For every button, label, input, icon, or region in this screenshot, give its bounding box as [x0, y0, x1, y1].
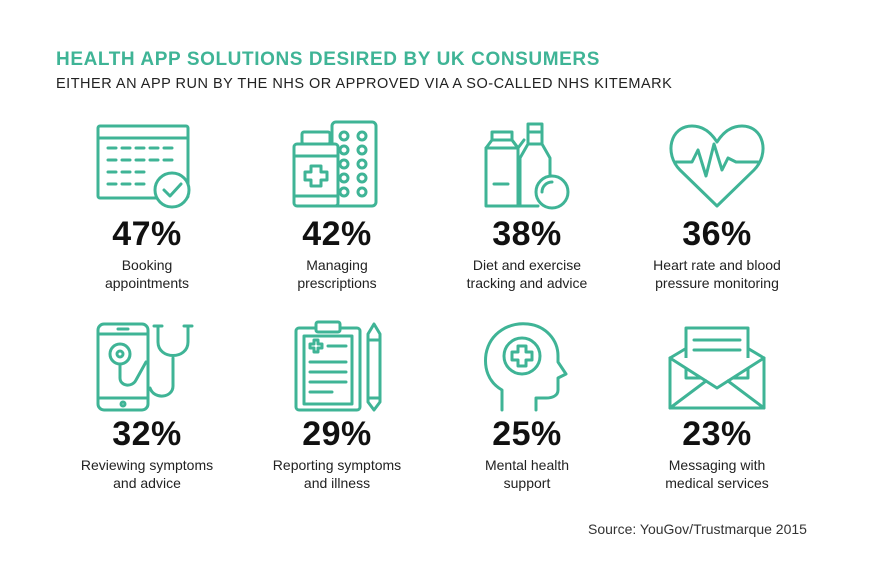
- stat-label: Managing prescriptions: [242, 256, 432, 292]
- calendar-check-icon: [96, 124, 191, 209]
- stat-label-line1: Reviewing symptoms: [80, 457, 214, 474]
- stat-label-line1: Heart rate and blood: [653, 257, 781, 274]
- pill-bottle-blister-icon: [292, 120, 378, 208]
- stat-label: Reviewing symptoms and advice: [52, 456, 242, 492]
- stat-reporting-symptoms: 29% Reporting symptoms and illness: [242, 318, 432, 508]
- stats-grid: 47% Booking appointments 42% Managing pr…: [52, 118, 812, 508]
- page-subtitle: EITHER AN APP RUN BY THE NHS OR APPROVED…: [56, 76, 673, 92]
- stat-percent: 38%: [492, 215, 562, 253]
- page-title: HEALTH APP SOLUTIONS DESIRED BY UK CONSU…: [56, 49, 601, 70]
- stat-label-line1: Managing: [306, 257, 368, 274]
- stat-label-line1: Mental health: [484, 457, 570, 474]
- stat-label: Messaging with medical services: [622, 456, 812, 492]
- stat-booking-appointments: 47% Booking appointments: [52, 118, 242, 308]
- stat-label-line1: Diet and exercise: [472, 257, 582, 274]
- stat-label-line2: pressure monitoring: [655, 275, 779, 292]
- stat-label-line2: support: [503, 475, 551, 492]
- stat-percent: 25%: [492, 415, 562, 453]
- stat-diet-exercise: 38% Diet and exercise tracking and advic…: [432, 118, 622, 308]
- stat-label-line2: appointments: [104, 275, 190, 292]
- stat-messaging: 23% Messaging with medical services: [622, 318, 812, 508]
- stat-label-line1: Messaging with: [668, 457, 766, 474]
- stat-label: Mental health support: [432, 456, 622, 492]
- stat-percent: 47%: [112, 215, 182, 253]
- milk-carton-bottle-icon: [484, 122, 570, 210]
- stat-label: Heart rate and blood pressure monitoring: [622, 256, 812, 292]
- stat-label-line1: Reporting symptoms: [272, 457, 402, 474]
- stat-label-line2: and advice: [113, 475, 181, 492]
- stat-label: Reporting symptoms and illness: [242, 456, 432, 492]
- stat-percent: 29%: [302, 415, 372, 453]
- phone-stethoscope-icon: [96, 322, 194, 412]
- source-note: Source: YouGov/Trustmarque 2015: [588, 521, 807, 537]
- stat-percent: 36%: [682, 215, 752, 253]
- stat-mental-health: 25% Mental health support: [432, 318, 622, 508]
- stat-label: Diet and exercise tracking and advice: [432, 256, 622, 292]
- stat-label-line1: Booking: [121, 257, 173, 274]
- head-cross-icon: [484, 322, 568, 412]
- stat-percent: 42%: [302, 215, 372, 253]
- stat-reviewing-symptoms: 32% Reviewing symptoms and advice: [52, 318, 242, 508]
- heartbeat-icon: [669, 124, 765, 208]
- clipboard-pen-icon: [294, 320, 382, 412]
- stat-managing-prescriptions: 42% Managing prescriptions: [242, 118, 432, 308]
- stat-label: Booking appointments: [52, 256, 242, 292]
- stat-label-line2: tracking and advice: [466, 275, 588, 292]
- stat-heart-rate: 36% Heart rate and blood pressure monito…: [622, 118, 812, 308]
- stat-label-line2: prescriptions: [297, 275, 377, 292]
- stat-label-line2: and illness: [303, 475, 371, 492]
- envelope-letter-icon: [668, 326, 766, 410]
- stat-label-line2: medical services: [665, 475, 769, 492]
- stat-percent: 32%: [112, 415, 182, 453]
- stat-percent: 23%: [682, 415, 752, 453]
